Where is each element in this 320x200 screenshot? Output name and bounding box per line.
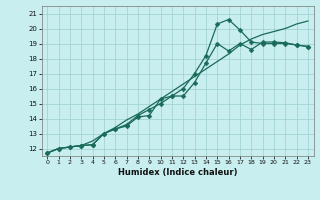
X-axis label: Humidex (Indice chaleur): Humidex (Indice chaleur) xyxy=(118,168,237,177)
